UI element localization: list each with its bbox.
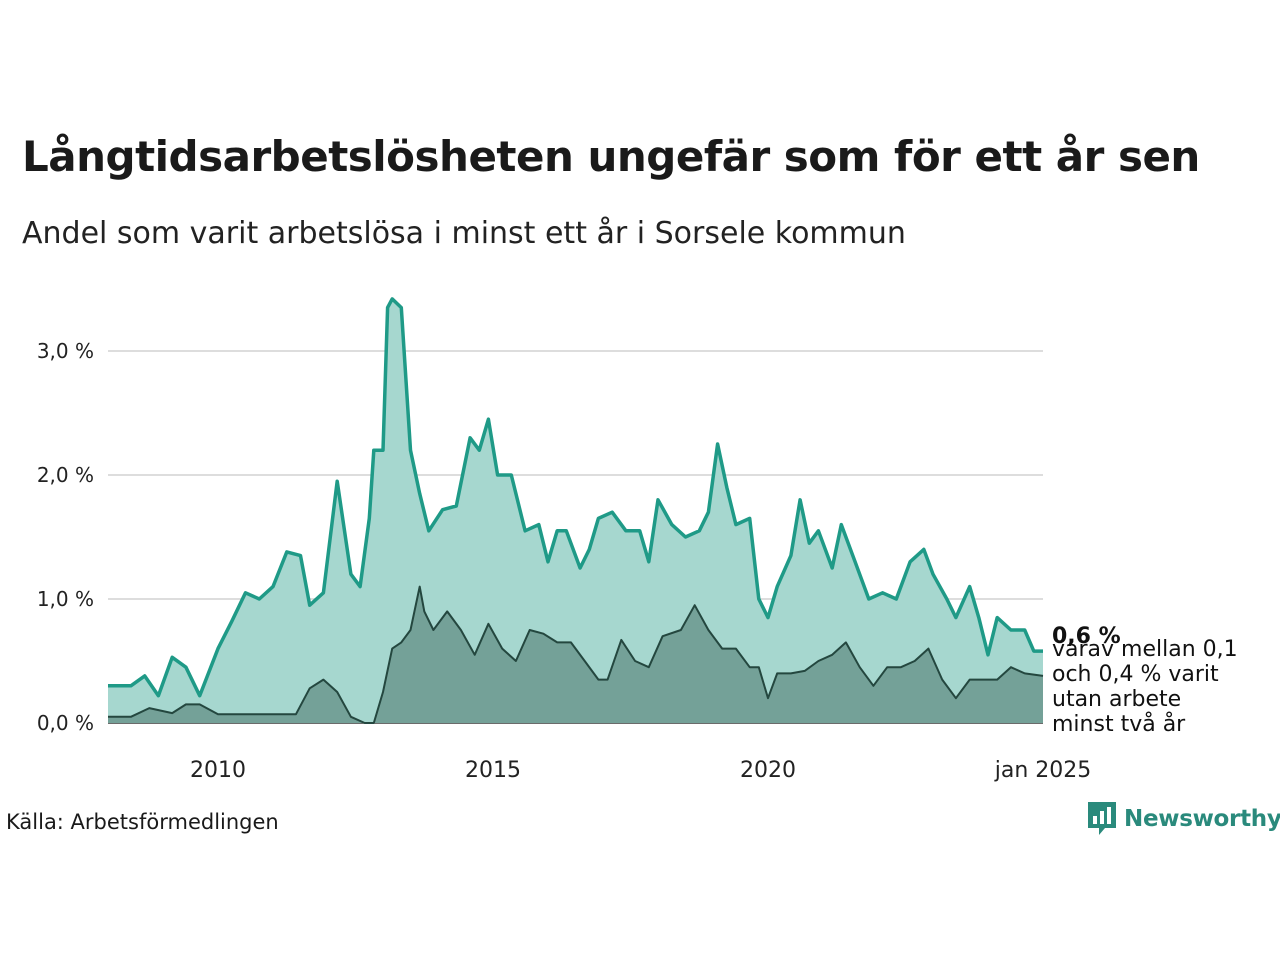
newsworthy-logo: Newsworthy [1088,802,1280,836]
end-note-line: minst två år [1052,711,1186,737]
source-note: Källa: Arbetsförmedlingen [6,810,279,834]
series-areas [108,298,1043,723]
y-tick-label: 1,0 % [37,587,94,611]
x-tick-label: jan 2025 [994,758,1092,783]
series-line-2 [108,585,1044,724]
brand-name: Newsworthy [1124,806,1280,832]
x-tick-label: 2010 [190,758,246,783]
area-chart: 0,0 % 1,0 % 2,0 % 3,0 % 2010 2015 2020 jan 2025… [37,297,1238,783]
chart-subtitle: Andel som varit arbetslösa i minst ett å… [22,216,906,251]
y-tick-label: 3,0 % [37,339,94,363]
end-labels: 0,6 % varav mellan 0,1 och 0,4 % varit uta… [1052,624,1238,737]
axis-labels: 0,0 % 1,0 % 2,0 % 3,0 % 2010 2015 2020 jan 2025 [37,339,1091,783]
series-area-2 [108,586,1043,723]
newsworthy-logo-icon [1088,802,1116,835]
end-value-label: 0,6 % [1052,624,1121,649]
y-tick-label: 2,0 % [37,463,94,487]
series-lines [108,297,1044,724]
series-area-1 [108,298,1043,723]
x-tick-label: 2020 [740,758,796,783]
x-tick-label: 2015 [465,758,521,783]
end-note-line: och 0,4 % varit [1052,662,1219,687]
end-note-line: varav mellan 0,1 [1052,637,1238,662]
chart-title: Långtidsarbetslösheten ungefär som för e… [22,132,1200,181]
y-tick-label: 0,0 % [37,711,94,735]
end-note-line: utan arbete [1052,687,1181,712]
end-note-label: varav mellan 0,1 och 0,4 % varit utan arbe… [1052,637,1238,737]
series-line-1 [108,297,1043,698]
